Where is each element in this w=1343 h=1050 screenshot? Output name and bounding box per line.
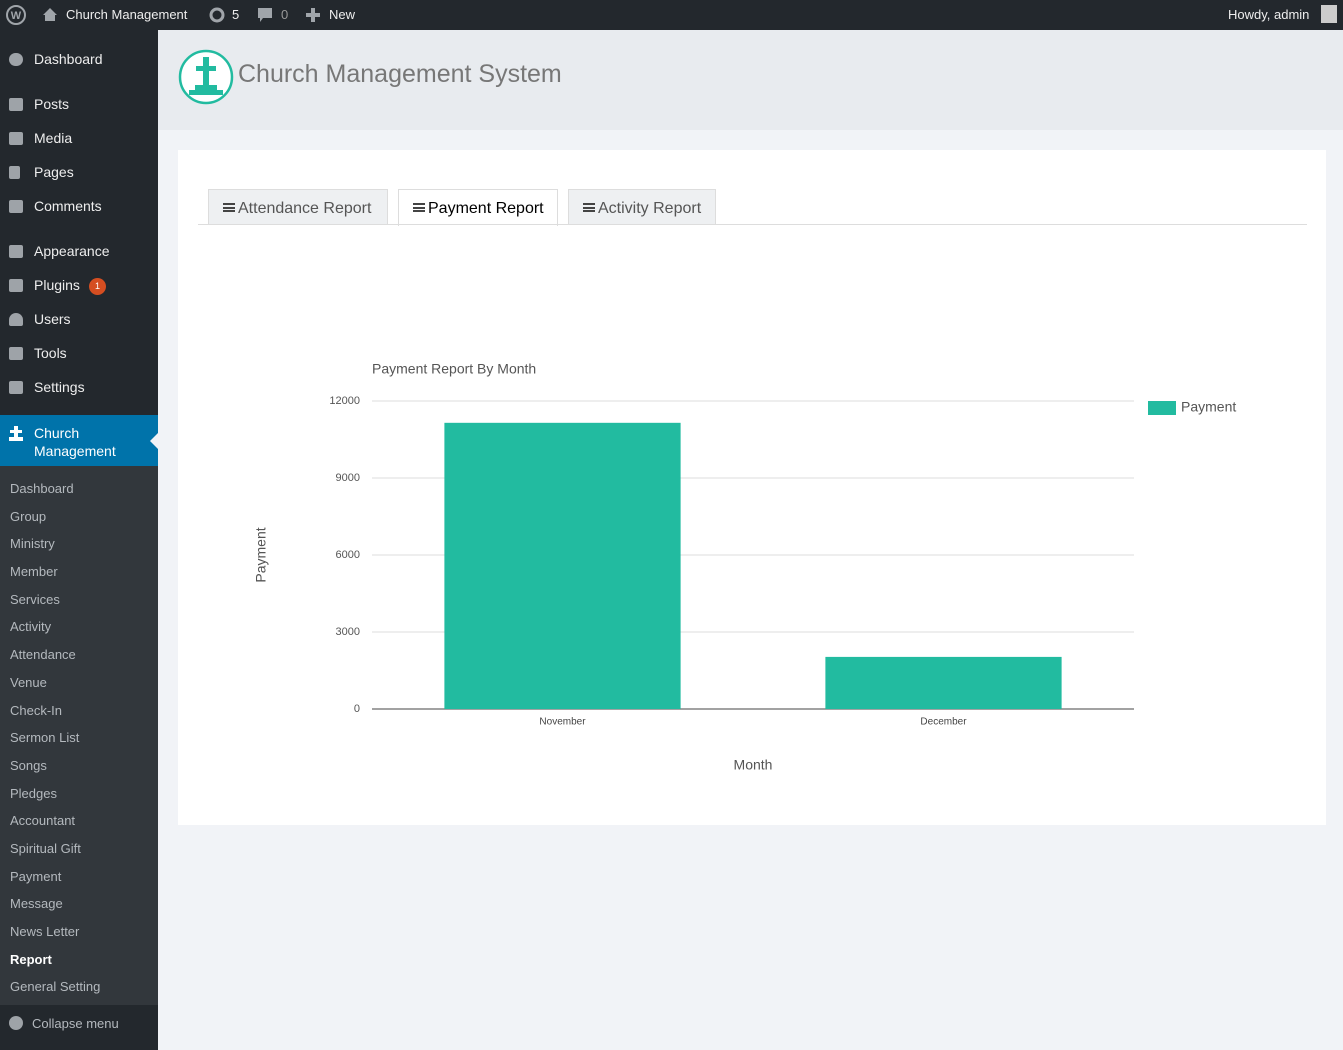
submenu-item[interactable]: Spiritual Gift (10, 840, 81, 856)
admin-bar: W Church Management 5 0 New Howdy, admin (0, 0, 1343, 30)
menu-item[interactable]: Pages (34, 164, 74, 180)
tab-label: Payment Report (428, 200, 544, 217)
y-tick-label: 6000 (336, 549, 360, 561)
wp-logo[interactable]: W (6, 5, 26, 25)
submenu-item[interactable]: News Letter (10, 924, 80, 939)
menu-icon (9, 200, 23, 213)
chart: Payment Report By Month Month Payment 0 3… (253, 361, 1237, 773)
active-arrow (150, 433, 158, 449)
submenu-item[interactable]: Attendance (10, 647, 76, 663)
collapse-area: Collapse menu (0, 1005, 158, 1050)
tab-label: Activity Report (598, 200, 702, 217)
menu-icon (9, 98, 23, 111)
menu-icon (9, 53, 23, 66)
y-tick-label: 3000 (336, 626, 360, 638)
submenu-item[interactable]: Services (10, 591, 60, 607)
menu-item[interactable]: Media (34, 130, 73, 146)
tab[interactable]: Attendance Report (208, 189, 388, 225)
x-tick-label: November (539, 717, 586, 728)
submenu-item[interactable]: Songs (10, 757, 47, 773)
tab-active[interactable]: Payment Report (398, 189, 558, 226)
comments-icon (258, 8, 272, 22)
site-link[interactable]: Church Management (66, 7, 188, 22)
submenu-item[interactable]: Payment (10, 868, 62, 884)
update-badge: 1 (89, 278, 106, 295)
menu-icon (9, 381, 23, 394)
new-link[interactable]: New (329, 7, 356, 22)
active-menu-item[interactable]: Church Management (0, 415, 158, 466)
comments-count[interactable]: 0 (281, 7, 289, 22)
submenu-item[interactable]: Dashboard (10, 481, 74, 496)
menu-item[interactable]: Settings (34, 379, 85, 395)
menu-item[interactable]: Dashboard (34, 51, 103, 67)
submenu-item[interactable]: Activity (10, 619, 52, 635)
bar (444, 422, 681, 709)
updates-count[interactable]: 5 (232, 7, 240, 22)
home-icon (43, 8, 57, 21)
menu-icon (9, 347, 23, 360)
avatar[interactable] (1321, 5, 1337, 23)
submenu: Dashboard Group Ministry Member Services… (0, 466, 158, 1005)
menu-item[interactable]: Appearance (34, 243, 110, 259)
menu-item[interactable]: Plugins (34, 277, 80, 293)
tab[interactable]: Activity Report (568, 189, 716, 225)
page-title: Church Management System (238, 60, 562, 88)
y-tick-label: 12000 (329, 395, 360, 407)
submenu-item[interactable]: Accountant (10, 813, 76, 829)
submenu-item[interactable]: Ministry (10, 536, 55, 552)
new-icon (306, 8, 320, 22)
submenu-item[interactable]: Message (10, 896, 63, 912)
svg-text:W: W (11, 10, 22, 22)
menu-icon (9, 313, 23, 326)
menu-item[interactable]: Church Management (34, 425, 116, 459)
y-tick-label: 9000 (336, 472, 360, 484)
legend-label: Payment (1181, 399, 1236, 415)
submenu-item[interactable]: Report (10, 951, 52, 967)
submenu-item[interactable]: Member (10, 564, 58, 580)
updates-icon (209, 7, 225, 23)
menu-icon (9, 279, 23, 292)
collapse-icon (9, 1016, 23, 1030)
logo (178, 49, 234, 105)
menu-icon (9, 132, 23, 145)
tab-label: Attendance Report (238, 200, 372, 217)
menu-item[interactable]: Users (34, 311, 71, 327)
collapse-menu[interactable]: Collapse menu (32, 1016, 119, 1031)
x-tick-label: December (920, 717, 967, 728)
menu-item[interactable]: Comments (34, 198, 102, 214)
submenu-item[interactable]: General Setting (10, 979, 101, 995)
menu-icon (9, 245, 23, 258)
submenu-item[interactable]: Sermon List (10, 730, 80, 746)
y-axis-label: Payment (253, 527, 269, 582)
bar (825, 656, 1062, 709)
page-header: Church Management System (158, 30, 1343, 130)
submenu-item[interactable]: Pledges (10, 785, 57, 801)
menu-item[interactable]: Tools (34, 345, 67, 361)
y-tick-label: 0 (354, 703, 360, 715)
chart-title: Payment Report By Month (372, 361, 536, 377)
submenu-item[interactable]: Check-In (10, 702, 63, 718)
menu-icon (9, 166, 20, 179)
menu-item[interactable]: Posts (34, 96, 70, 112)
submenu-item[interactable]: Venue (10, 674, 47, 690)
report-card: Attendance Report Payment Report Activit… (178, 150, 1326, 825)
greeting[interactable]: Howdy, admin (1228, 7, 1310, 22)
menu-icon (9, 426, 23, 441)
legend-swatch (1148, 401, 1176, 415)
tab-rule (198, 224, 1307, 225)
x-axis-label: Month (734, 757, 773, 773)
submenu-item[interactable]: Group (10, 508, 47, 524)
